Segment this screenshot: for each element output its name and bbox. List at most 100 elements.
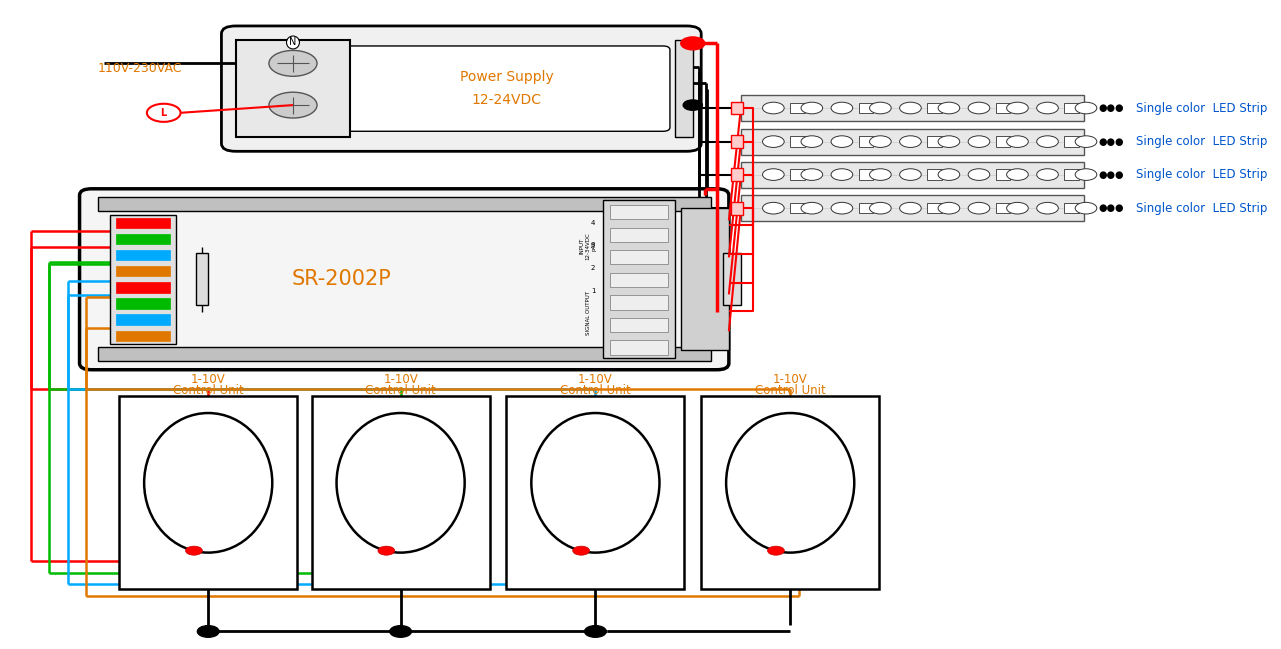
- Circle shape: [186, 546, 202, 555]
- Circle shape: [762, 136, 784, 147]
- Bar: [680, 208, 729, 350]
- Bar: [196, 253, 209, 305]
- Circle shape: [1075, 169, 1097, 180]
- Text: 1-10V: 1-10V: [383, 373, 418, 386]
- Circle shape: [1075, 102, 1097, 114]
- Bar: [115, 250, 169, 260]
- Circle shape: [378, 546, 395, 555]
- Text: Control Unit: Control Unit: [755, 384, 825, 397]
- Text: SR-2002P: SR-2002P: [292, 269, 392, 289]
- Bar: [1065, 103, 1079, 113]
- Bar: [115, 330, 169, 341]
- Bar: [701, 396, 879, 589]
- Circle shape: [938, 202, 959, 214]
- Circle shape: [870, 169, 892, 180]
- Bar: [506, 396, 684, 589]
- Circle shape: [1007, 202, 1029, 214]
- Circle shape: [870, 102, 892, 114]
- Circle shape: [801, 136, 822, 147]
- Bar: [731, 168, 743, 181]
- Bar: [722, 253, 740, 305]
- Text: 2: 2: [591, 265, 596, 271]
- Text: ●●●: ●●●: [1098, 103, 1123, 113]
- Text: ●●●: ●●●: [1098, 203, 1123, 213]
- Bar: [858, 136, 874, 147]
- Bar: [115, 266, 169, 276]
- Circle shape: [1007, 169, 1029, 180]
- Text: Control Unit: Control Unit: [365, 384, 436, 397]
- Text: Control Unit: Control Unit: [173, 384, 243, 397]
- Circle shape: [1036, 202, 1058, 214]
- Bar: [675, 40, 693, 137]
- Text: 1-10V: 1-10V: [772, 373, 807, 386]
- Bar: [927, 203, 942, 214]
- Bar: [115, 315, 169, 324]
- Text: 4: 4: [591, 220, 596, 226]
- Circle shape: [269, 92, 316, 118]
- Text: ●●●: ●●●: [1098, 137, 1123, 147]
- Bar: [731, 202, 743, 215]
- Bar: [995, 169, 1011, 180]
- Circle shape: [147, 104, 181, 122]
- Bar: [790, 203, 804, 214]
- Bar: [995, 103, 1011, 113]
- Bar: [1065, 169, 1079, 180]
- Bar: [858, 169, 874, 180]
- Circle shape: [573, 546, 589, 555]
- Bar: [115, 299, 169, 309]
- Bar: [740, 162, 1084, 188]
- Bar: [1065, 203, 1079, 214]
- Bar: [731, 101, 743, 114]
- Bar: [790, 103, 804, 113]
- Bar: [927, 169, 942, 180]
- Circle shape: [801, 169, 822, 180]
- Circle shape: [831, 102, 853, 114]
- Text: L: L: [160, 108, 167, 118]
- Text: 110V-230VAC: 110V-230VAC: [97, 62, 182, 75]
- Circle shape: [680, 37, 705, 50]
- Circle shape: [1007, 136, 1029, 147]
- Circle shape: [968, 136, 990, 147]
- Bar: [610, 295, 667, 310]
- Circle shape: [938, 136, 959, 147]
- Bar: [610, 318, 667, 332]
- Bar: [740, 95, 1084, 121]
- Bar: [610, 228, 667, 242]
- Bar: [119, 396, 297, 589]
- Circle shape: [870, 136, 892, 147]
- FancyBboxPatch shape: [222, 26, 701, 151]
- Circle shape: [1075, 136, 1097, 147]
- Circle shape: [584, 626, 606, 637]
- Bar: [927, 136, 942, 147]
- Circle shape: [870, 202, 892, 214]
- Text: N: N: [290, 38, 297, 47]
- Ellipse shape: [532, 413, 660, 552]
- Circle shape: [938, 102, 959, 114]
- Circle shape: [1036, 136, 1058, 147]
- Text: 12-24VDC: 12-24VDC: [471, 93, 542, 107]
- Bar: [610, 205, 667, 219]
- Bar: [740, 129, 1084, 154]
- Ellipse shape: [145, 413, 273, 552]
- Bar: [740, 195, 1084, 221]
- Circle shape: [762, 169, 784, 180]
- Text: 3: 3: [591, 243, 596, 249]
- Circle shape: [1036, 169, 1058, 180]
- Circle shape: [683, 100, 702, 110]
- Text: Control Unit: Control Unit: [560, 384, 630, 397]
- Circle shape: [899, 169, 921, 180]
- Bar: [995, 136, 1011, 147]
- Circle shape: [269, 51, 316, 77]
- Text: SIGNAL OUTPUT: SIGNAL OUTPUT: [585, 291, 591, 335]
- Bar: [97, 347, 711, 361]
- Text: 1-10V: 1-10V: [578, 373, 612, 386]
- Ellipse shape: [337, 413, 465, 552]
- Circle shape: [197, 626, 219, 637]
- Circle shape: [899, 136, 921, 147]
- Bar: [110, 215, 175, 344]
- Bar: [236, 40, 350, 137]
- Ellipse shape: [726, 413, 854, 552]
- Bar: [115, 234, 169, 244]
- Bar: [927, 103, 942, 113]
- Bar: [1065, 136, 1079, 147]
